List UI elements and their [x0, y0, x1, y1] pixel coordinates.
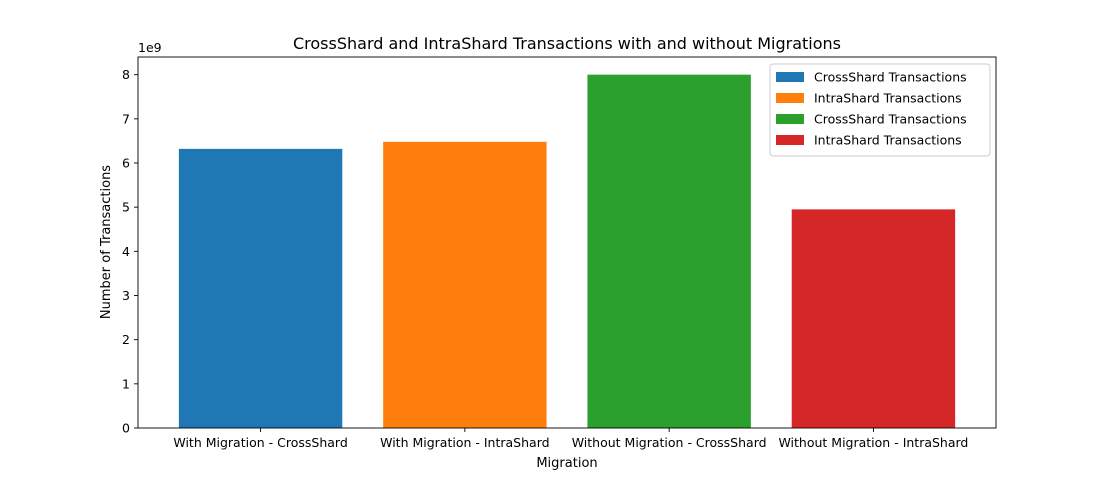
x-tick-label: With Migration - CrossShard: [173, 435, 347, 450]
y-tick-label: 1: [122, 376, 130, 391]
y-offset-text: 1e9: [138, 40, 162, 55]
bar-3: [791, 209, 956, 428]
legend-swatch: [776, 135, 804, 145]
legend-swatch: [776, 93, 804, 103]
y-tick-label: 0: [122, 421, 130, 436]
y-tick-label: 8: [122, 67, 130, 82]
legend-label: IntraShard Transactions: [814, 133, 962, 148]
bar-2: [587, 74, 751, 429]
chart-title: CrossShard and IntraShard Transactions w…: [293, 34, 841, 53]
x-tick-label: With Migration - IntraShard: [380, 435, 549, 450]
y-tick-label: 3: [122, 288, 130, 303]
x-tick-label: Without Migration - IntraShard: [778, 435, 968, 450]
legend-label: CrossShard Transactions: [814, 70, 967, 85]
y-tick-label: 5: [122, 200, 130, 215]
y-axis-label: Number of Transactions: [99, 165, 114, 319]
y-tick-label: 2: [122, 332, 130, 347]
x-axis-label: Migration: [536, 456, 597, 471]
bars: [178, 74, 956, 429]
plot-frame: [137, 56, 997, 429]
y-tick-label: 7: [122, 111, 130, 126]
legend-frame: [769, 63, 991, 157]
x-tick-label: Without Migration - CrossShard: [572, 435, 767, 450]
x-axis: With Migration - CrossShard With Migratio…: [173, 428, 968, 450]
y-axis: 0 1 2 3 4 5 6 7 8: [122, 67, 138, 436]
legend-label: IntraShard Transactions: [814, 91, 962, 106]
bar-0: [178, 148, 343, 428]
legend-swatch: [776, 72, 804, 82]
legend-label: CrossShard Transactions: [814, 112, 967, 127]
legend-swatch: [776, 114, 804, 124]
y-tick-label: 4: [122, 244, 130, 259]
legend: CrossShard Transactions IntraShard Transa…: [769, 63, 991, 157]
bar-1: [383, 141, 547, 429]
y-tick-label: 6: [122, 156, 130, 171]
